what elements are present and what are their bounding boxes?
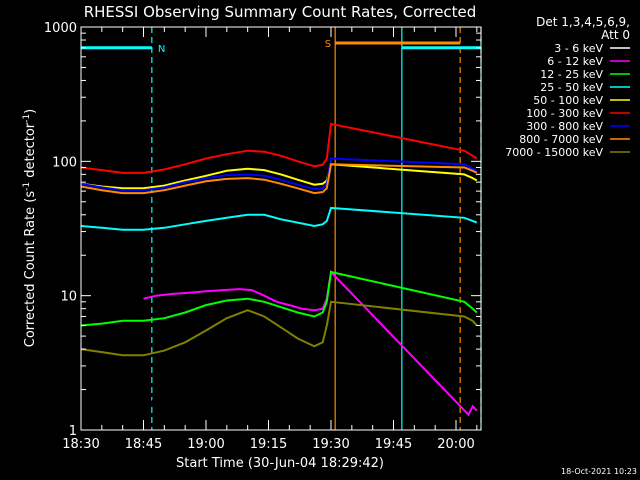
- x-tick-label: 19:45: [375, 437, 412, 452]
- x-tick-label: 19:30: [312, 437, 349, 452]
- y-axis: 1 10 100 1000: [44, 21, 481, 439]
- legend-entry-label: 12 - 25 keV: [540, 68, 603, 81]
- y-axis-label-sup2: -1: [22, 114, 32, 123]
- annotation-label: S: [325, 39, 331, 50]
- series-line-8: [81, 300, 478, 357]
- y-axis-label: Corrected Count Rate (s-1 detector-1): [22, 109, 38, 347]
- series-group: [81, 122, 478, 417]
- timestamp: 18-Oct-2021 10:23: [561, 467, 637, 476]
- legend-entry-label: 50 - 100 keV: [533, 94, 603, 107]
- legend-entry-label: 100 - 300 keV: [526, 107, 603, 120]
- annotation-label: N: [158, 44, 165, 55]
- y-axis-label-part1: Corrected Count Rate (s: [23, 191, 38, 348]
- y-axis-label-part2: detector: [23, 122, 38, 182]
- legend-title-att: Att 0: [601, 28, 630, 42]
- x-tick-label: 18:30: [62, 437, 99, 452]
- series-line-7: [81, 163, 478, 195]
- x-axis: 18:30 18:45 19:00 19:15 19:30 19:45 20:00: [62, 27, 478, 452]
- x-tick-label: 18:45: [125, 437, 162, 452]
- legend-entry-label: 800 - 7000 keV: [519, 133, 603, 146]
- plot-frame: [80, 26, 482, 431]
- x-tick-label: 19:15: [250, 437, 287, 452]
- y-axis-label-part3: ): [23, 109, 38, 114]
- legend-entry-label: 3 - 6 keV: [554, 42, 603, 55]
- x-tick-label: 19:00: [187, 437, 224, 452]
- y-tick-label: 1: [69, 424, 77, 439]
- legend-entry-label: 6 - 12 keV: [547, 55, 603, 68]
- x-tick-label: 20:00: [437, 437, 474, 452]
- legend-entry-label: 25 - 50 keV: [540, 81, 603, 94]
- legend-title: Det 1,3,4,5,6,9,: [536, 15, 630, 29]
- y-axis-label-sup1: -1: [22, 182, 32, 191]
- legend-entry-label: 7000 - 15000 keV: [505, 146, 603, 159]
- series-line-3: [81, 206, 478, 231]
- x-axis-label: Start Time (30-Jun-04 18:29:42): [176, 456, 384, 471]
- series-line-5: [81, 122, 478, 174]
- chart-title: RHESSI Observing Summary Count Rates, Co…: [84, 3, 477, 21]
- y-tick-label: 1000: [44, 21, 77, 36]
- series-line-0: [142, 335, 332, 416]
- legend-entry-label: 300 - 800 keV: [526, 120, 603, 133]
- series-line-6: [81, 157, 478, 192]
- y-tick-label: 100: [52, 155, 77, 170]
- y-tick-label: 10: [60, 290, 77, 305]
- series-line-2: [81, 270, 478, 327]
